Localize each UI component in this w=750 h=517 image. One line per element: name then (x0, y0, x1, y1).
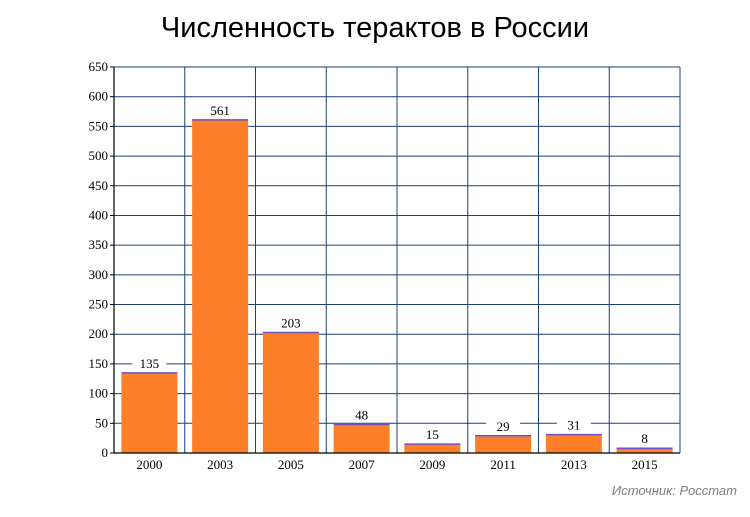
bar (262, 332, 319, 453)
bar-value-label: 8 (641, 431, 648, 446)
y-tick-label: 100 (89, 386, 109, 401)
bar-label-bg (415, 427, 450, 442)
bar (545, 434, 602, 453)
y-tick-label: 400 (89, 207, 109, 222)
bar-label-bg (203, 102, 238, 117)
source-note: Источник: Росстат (611, 483, 737, 498)
bar-label-bg (273, 315, 308, 330)
bar-value-label: 29 (497, 419, 510, 434)
y-tick-label: 600 (89, 89, 109, 104)
bar-label-bg (556, 417, 591, 432)
bar (616, 448, 673, 453)
bar-value-label: 561 (210, 103, 230, 118)
x-tick-label: 2011 (490, 457, 516, 472)
x-tick-label: 2015 (632, 457, 658, 472)
bar-value-label: 15 (426, 427, 439, 442)
bar-value-label: 31 (567, 418, 580, 433)
bar-value-label: 135 (140, 356, 160, 371)
y-tick-label: 350 (89, 237, 109, 252)
bar-label-bg (627, 431, 662, 446)
y-tick-label: 450 (89, 178, 109, 193)
x-tick-label: 2009 (419, 457, 445, 472)
bar (475, 435, 532, 453)
y-tick-label: 200 (89, 326, 109, 341)
bar (192, 119, 249, 454)
bar-label-bg (486, 418, 521, 433)
x-tick-label: 2007 (349, 457, 376, 472)
y-tick-label: 250 (89, 297, 109, 312)
y-tick-label: 0 (102, 445, 109, 460)
y-tick-label: 150 (89, 356, 109, 371)
bar-label-bg (132, 355, 167, 370)
x-tick-label: 2003 (207, 457, 233, 472)
bar (121, 372, 178, 453)
y-tick-label: 500 (89, 148, 109, 163)
bar-value-label: 203 (281, 315, 301, 330)
bar-label-bg (344, 407, 379, 422)
bar-value-label: 48 (355, 407, 368, 422)
bar (404, 444, 461, 453)
y-tick-label: 50 (95, 415, 108, 430)
x-tick-label: 2000 (136, 457, 162, 472)
y-tick-label: 650 (89, 59, 109, 74)
y-tick-label: 550 (89, 118, 109, 133)
chart-title: Численность терактов в России (160, 12, 590, 44)
y-tick-label: 300 (89, 267, 109, 282)
x-tick-label: 2005 (278, 457, 304, 472)
x-tick-label: 2013 (561, 457, 587, 472)
bar (333, 424, 390, 453)
